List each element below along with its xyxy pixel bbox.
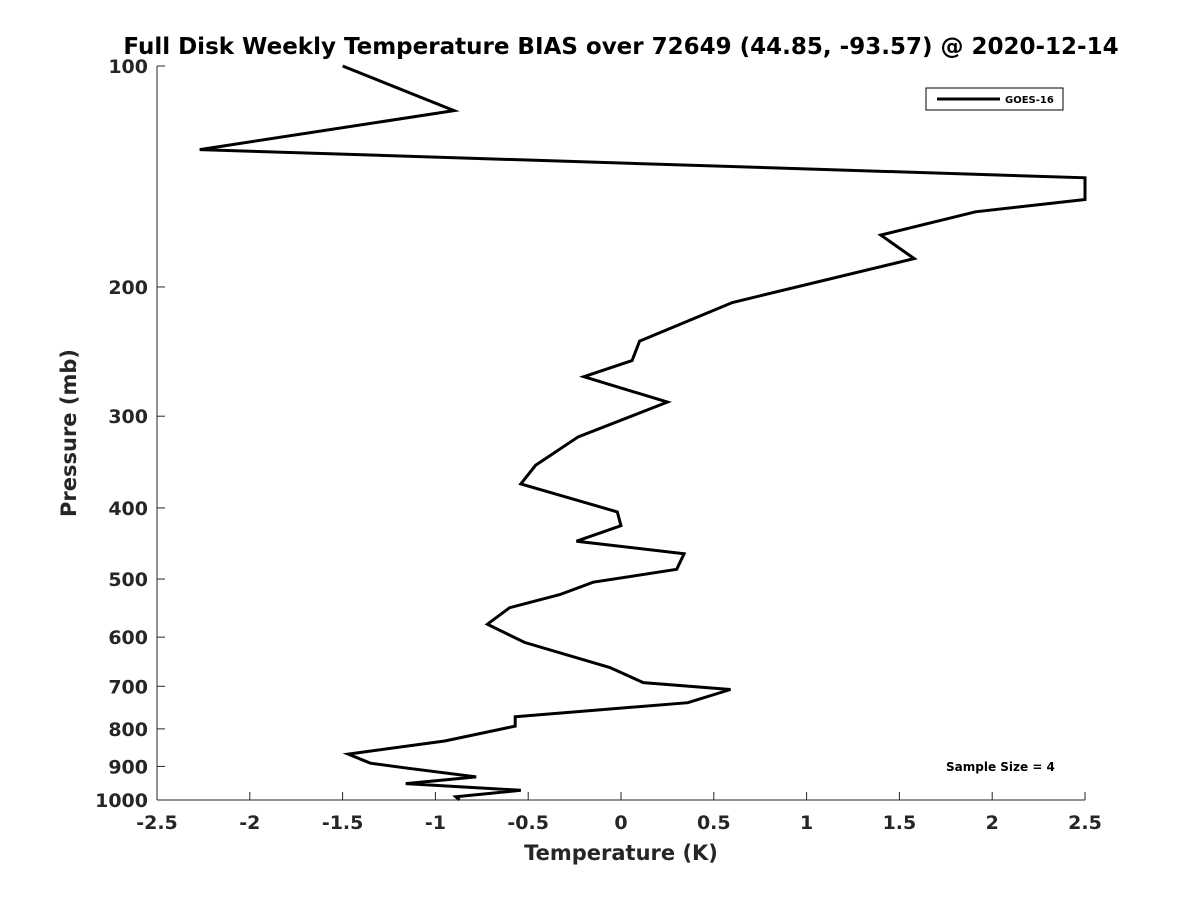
- y-tick-label: 300: [108, 406, 148, 428]
- y-tick-label: 900: [108, 756, 148, 778]
- y-tick-label: 800: [108, 719, 148, 741]
- x-tick-label: 0: [614, 812, 627, 834]
- y-tick-label: 1000: [95, 790, 148, 812]
- x-tick-label: 1: [800, 812, 813, 834]
- legend: GOES-16: [925, 87, 1064, 111]
- y-tick-label: 400: [108, 498, 148, 520]
- x-tick-label: -1: [425, 812, 446, 834]
- y-tick-label: 700: [108, 676, 148, 698]
- x-tick-label: 2.5: [1068, 812, 1102, 834]
- sample-size-annotation: Sample Size = 4: [946, 760, 1055, 774]
- x-axis-ticks: -2.5 -2 -1.5 -1 -0.5 0 0.5 1 1.5 2 2.5: [136, 792, 1102, 834]
- x-tick-label: -0.5: [507, 812, 549, 834]
- x-axis-label: Temperature (K): [524, 841, 718, 865]
- y-tick-label: 100: [108, 56, 148, 78]
- y-tick-label: 500: [108, 569, 148, 591]
- chart-title: Full Disk Weekly Temperature BIAS over 7…: [123, 34, 1118, 60]
- x-tick-label: -2.5: [136, 812, 178, 834]
- y-axis-label: Pressure (mb): [57, 349, 81, 517]
- y-axis-ticks: 100 200 300 400 500 600 700 800 900 1000: [95, 56, 165, 812]
- series-line-goes-16: [199, 64, 1087, 802]
- legend-label: GOES-16: [1005, 95, 1054, 106]
- y-tick-label: 200: [108, 277, 148, 299]
- x-tick-label: -2: [239, 812, 260, 834]
- y-tick-label: 600: [108, 627, 148, 649]
- x-tick-label: -1.5: [322, 812, 364, 834]
- x-tick-label: 2: [986, 812, 999, 834]
- x-tick-label: 1.5: [883, 812, 917, 834]
- x-tick-label: 0.5: [697, 812, 731, 834]
- series-layer: [199, 64, 1087, 802]
